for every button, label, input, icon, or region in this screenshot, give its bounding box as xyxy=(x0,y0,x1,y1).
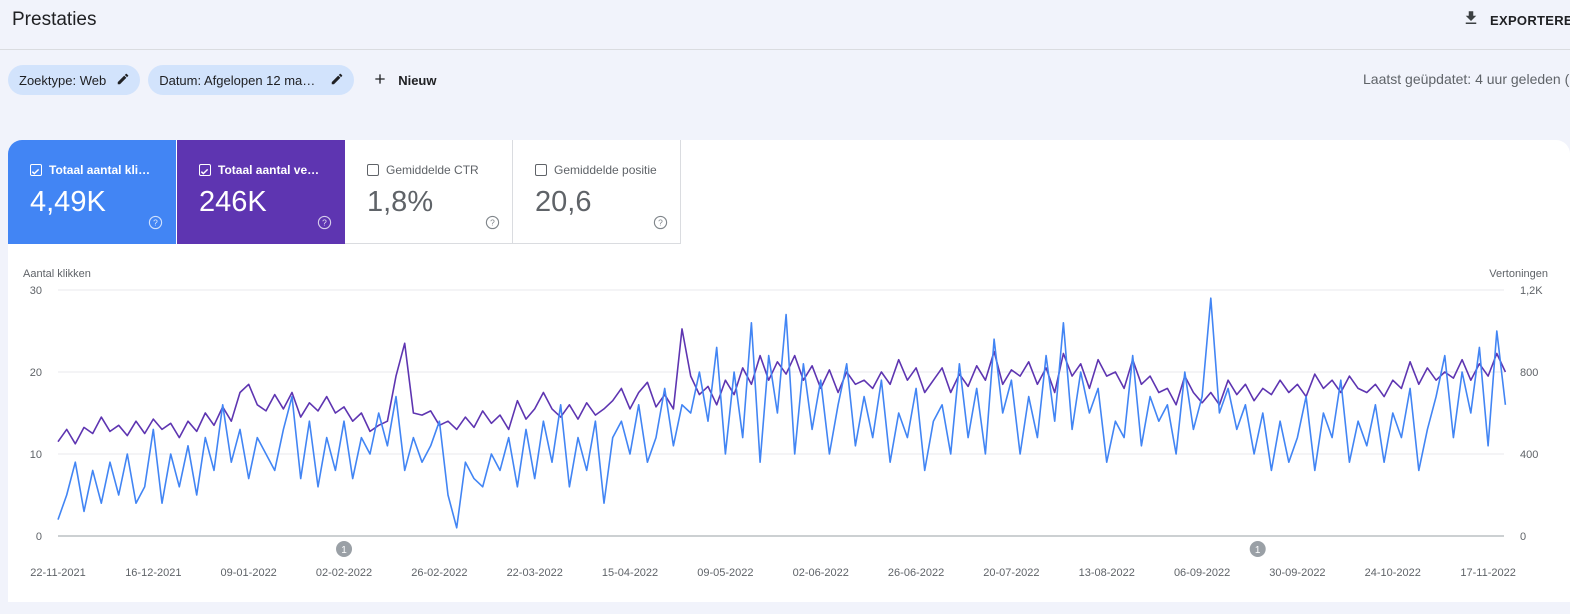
x-tick-label: 16-12-2021 xyxy=(125,567,181,579)
y-tick-left: 30 xyxy=(30,285,42,297)
metric-label-row: Totaal aantal klikken xyxy=(30,163,154,177)
left-axis-title: Aantal klikken xyxy=(23,268,91,280)
svg-text:?: ? xyxy=(490,218,495,228)
x-tick-label: 13-08-2022 xyxy=(1079,567,1135,579)
x-tick-label: 22-11-2021 xyxy=(30,567,85,579)
page-title: Prestaties xyxy=(12,9,97,30)
x-tick-label: 02-06-2022 xyxy=(793,567,849,579)
metric-tile-clicks[interactable]: Totaal aantal klikken 4,49K ? xyxy=(8,140,176,244)
series-line xyxy=(57,328,1507,445)
export-label: EXPORTERE xyxy=(1490,12,1570,28)
top-bar: Prestaties EXPORTERE xyxy=(0,0,1570,50)
x-tick-label: 26-02-2022 xyxy=(411,567,467,579)
y-tick-left: 0 xyxy=(36,531,42,543)
svg-text:?: ? xyxy=(153,218,158,228)
export-button[interactable]: EXPORTERE xyxy=(1462,8,1570,32)
filter-date-label: Datum: Afgelopen 12 maanden xyxy=(159,72,320,88)
new-filter-label: Nieuw xyxy=(398,72,437,88)
metric-value: 4,49K xyxy=(30,186,106,218)
help-icon[interactable]: ? xyxy=(653,215,668,235)
y-tick-right: 0 xyxy=(1520,531,1526,543)
svg-text:?: ? xyxy=(322,218,327,228)
filter-search-type-label: Zoektype: Web xyxy=(19,72,107,88)
metric-label-row: Gemiddelde CTR xyxy=(367,163,479,177)
x-tick-label: 30-09-2022 xyxy=(1269,567,1325,579)
metric-label-row: Gemiddelde positie xyxy=(535,163,657,177)
metric-value: 20,6 xyxy=(535,186,592,218)
x-tick-label: 17-11-2022 xyxy=(1460,567,1515,579)
annotation-marker xyxy=(1249,541,1266,557)
x-tick-label: 26-06-2022 xyxy=(888,567,944,579)
x-tick-label: 15-04-2022 xyxy=(602,567,658,579)
checkbox-unchecked-icon[interactable] xyxy=(535,164,547,176)
performance-chart[interactable]: Aantal klikken Vertoningen 0 10 20 30 0 400 80… xyxy=(8,140,1570,602)
annotation-marker xyxy=(336,541,353,557)
annotation-label: 1 xyxy=(341,545,347,556)
filter-chip-search-type[interactable]: Zoektype: Web xyxy=(8,65,141,95)
checkbox-checked-icon[interactable] xyxy=(199,164,211,176)
y-tick-right: 400 xyxy=(1520,449,1538,461)
checkbox-checked-icon[interactable] xyxy=(30,164,42,176)
new-filter-button[interactable]: Nieuw xyxy=(372,71,437,90)
x-tick-label: 22-03-2022 xyxy=(507,567,563,579)
checkbox-unchecked-icon[interactable] xyxy=(367,164,379,176)
series-line xyxy=(57,297,1507,529)
download-icon xyxy=(1462,9,1480,32)
filter-chip-date[interactable]: Datum: Afgelopen 12 maanden xyxy=(148,65,355,95)
metric-value: 1,8% xyxy=(367,186,434,218)
last-updated-text: Laatst geüpdatet: 4 uur geleden ( xyxy=(1363,71,1570,87)
metric-tile-position[interactable]: Gemiddelde positie 20,6 ? xyxy=(513,140,681,244)
x-tick-label: 09-01-2022 xyxy=(221,567,277,579)
x-tick-label: 20-07-2022 xyxy=(983,567,1039,579)
metric-tile-ctr[interactable]: Gemiddelde CTR 1,8% ? xyxy=(345,140,513,244)
x-tick-label: 06-09-2022 xyxy=(1174,567,1230,579)
right-axis-title: Vertoningen xyxy=(1489,268,1548,280)
plus-icon xyxy=(372,71,388,90)
y-tick-right: 800 xyxy=(1520,367,1538,379)
svg-text:?: ? xyxy=(658,218,663,228)
metric-tile-impressions[interactable]: Totaal aantal vertoningen 246K ? xyxy=(177,140,345,244)
edit-icon[interactable] xyxy=(330,72,344,89)
metric-value: 246K xyxy=(199,186,267,218)
x-tick-label: 24-10-2022 xyxy=(1365,567,1421,579)
performance-card: Totaal aantal klikken 4,49K ? Totaal aan… xyxy=(8,140,1570,602)
y-tick-right: 1,2K xyxy=(1520,285,1543,297)
help-icon[interactable]: ? xyxy=(485,215,500,235)
x-tick-label: 02-02-2022 xyxy=(316,567,372,579)
y-tick-left: 10 xyxy=(30,449,42,461)
metric-label-row: Totaal aantal vertoningen xyxy=(199,163,323,177)
edit-icon[interactable] xyxy=(116,72,130,89)
help-icon[interactable]: ? xyxy=(317,215,332,235)
annotation-label: 1 xyxy=(1255,545,1261,556)
help-icon[interactable]: ? xyxy=(148,215,163,235)
x-tick-label: 09-05-2022 xyxy=(697,567,753,579)
y-tick-left: 20 xyxy=(30,367,42,379)
filter-bar: Zoektype: Web Datum: Afgelopen 12 maande… xyxy=(8,65,437,95)
